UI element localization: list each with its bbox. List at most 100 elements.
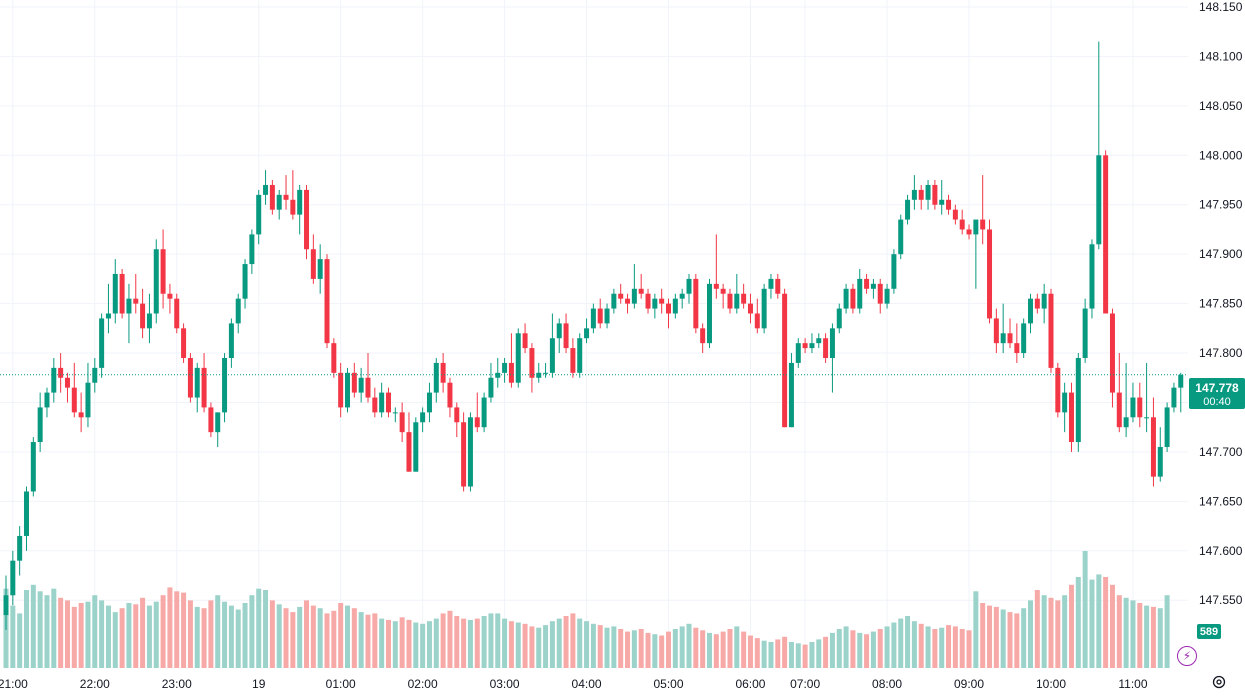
candle (952, 204, 958, 225)
last-price-value: 147.778 (1195, 381, 1239, 395)
candle (761, 283, 767, 334)
volume-bar (952, 626, 958, 668)
last-volume-value: 589 (1200, 626, 1218, 638)
candle (843, 283, 849, 314)
candle-body (1157, 446, 1163, 477)
candle (891, 249, 897, 294)
candle (413, 417, 419, 472)
volume-bar (324, 613, 330, 668)
candle-body (194, 367, 200, 398)
candle (809, 333, 815, 354)
candle (181, 323, 187, 363)
candle-body (283, 194, 289, 200)
volume-bar (187, 600, 193, 668)
candle (385, 387, 391, 418)
price-tick-label: 147.950 (1199, 198, 1243, 212)
candle (604, 303, 610, 329)
candle (659, 288, 665, 314)
volume-bar (276, 604, 282, 668)
volume-bar (1048, 597, 1054, 668)
candle (345, 367, 350, 413)
volume-bar (208, 600, 214, 668)
candle-body (228, 323, 234, 358)
candle-body (71, 387, 77, 413)
candle-body (700, 328, 706, 344)
candle-body (706, 283, 712, 344)
volume-bar (413, 622, 419, 668)
volume-bar (58, 597, 64, 668)
candle (754, 298, 760, 334)
candle-body (1178, 374, 1184, 388)
candle (242, 259, 248, 309)
volume-bar (597, 625, 603, 668)
volume-bar (631, 630, 637, 668)
candle (17, 526, 23, 576)
candle (543, 362, 549, 378)
candle (905, 194, 911, 225)
volume-bar (809, 642, 815, 668)
price-tick-label: 148.000 (1199, 148, 1243, 162)
candle (590, 303, 596, 334)
candle-body (625, 298, 631, 304)
volume-bar (461, 618, 467, 668)
candle (105, 283, 111, 334)
candle-body (543, 372, 549, 374)
candle (1068, 382, 1074, 452)
candle-body (351, 372, 357, 393)
candle-body (508, 362, 514, 383)
candle (58, 353, 64, 393)
volume-bar (119, 608, 125, 668)
candle (215, 412, 221, 447)
candle (92, 357, 98, 393)
volume-bar (987, 605, 993, 668)
volume-bar (1103, 577, 1109, 668)
candle-body (1007, 333, 1013, 344)
candle (447, 377, 453, 418)
candle-body (481, 397, 487, 428)
volume-bar (686, 623, 692, 668)
volume-bar (911, 621, 917, 668)
candle (706, 278, 712, 349)
candle (1157, 427, 1163, 482)
candle (993, 308, 999, 354)
volume-bar (584, 621, 590, 668)
volume-bar (959, 629, 965, 668)
time-tick-label: 01:00 (326, 677, 356, 691)
settings-gear-icon[interactable] (1208, 671, 1230, 693)
volume-bar (64, 600, 70, 668)
candle-body (324, 259, 330, 344)
candle (1055, 362, 1061, 418)
candle (426, 382, 432, 423)
candle-body (577, 338, 583, 373)
volume-bar (379, 618, 385, 668)
candle (420, 407, 426, 433)
candle-body (788, 362, 794, 428)
volume-bar (604, 627, 610, 668)
volume-bar (1055, 600, 1061, 668)
candle (351, 362, 357, 398)
candle (365, 353, 371, 403)
candle-body (331, 343, 337, 373)
candle-body (17, 535, 23, 561)
candle-body (420, 412, 426, 423)
candle-body (474, 417, 480, 428)
candle (256, 189, 262, 245)
candle-body (754, 313, 760, 329)
candle (304, 184, 310, 260)
volume-bar (939, 627, 945, 668)
volume-bar (679, 626, 685, 668)
candle-body (105, 313, 111, 319)
candle-body (467, 417, 473, 487)
volume-bar (973, 591, 979, 668)
candle (700, 323, 706, 354)
alert-icon[interactable]: ⚡ (1177, 646, 1197, 666)
volume-bar (71, 606, 77, 668)
candle (64, 372, 70, 403)
candle-body (939, 199, 945, 205)
candle (584, 318, 590, 344)
volume-bar (706, 632, 712, 668)
volume-bar (140, 597, 146, 668)
volume-bar (747, 635, 753, 668)
